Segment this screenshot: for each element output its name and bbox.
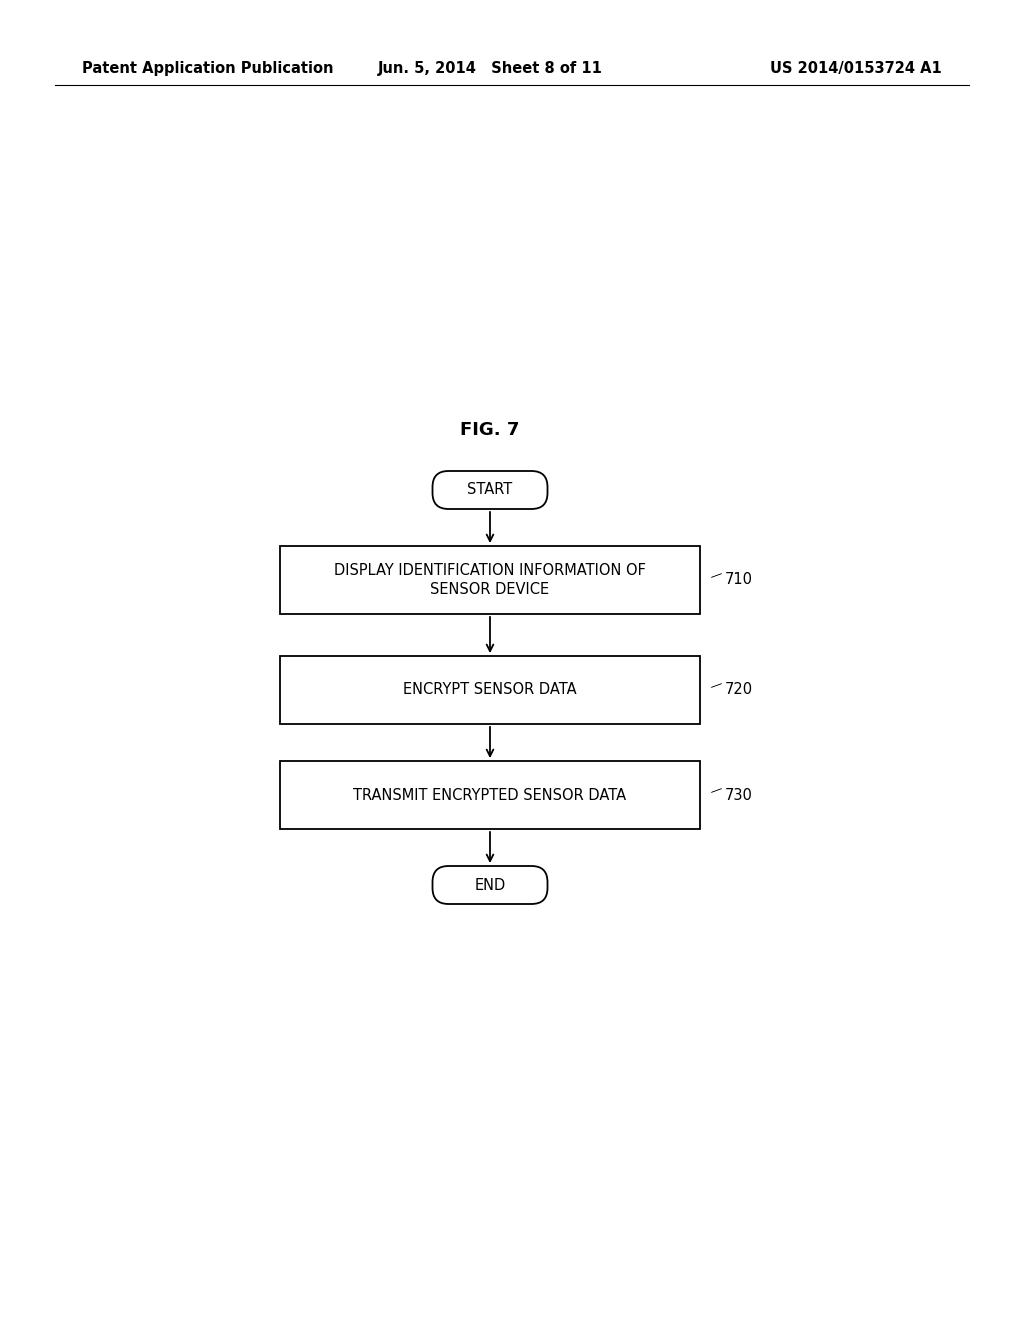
Text: TRANSMIT ENCRYPTED SENSOR DATA: TRANSMIT ENCRYPTED SENSOR DATA <box>353 788 627 803</box>
Text: 710: 710 <box>725 573 753 587</box>
FancyBboxPatch shape <box>280 546 700 614</box>
FancyBboxPatch shape <box>280 656 700 723</box>
FancyBboxPatch shape <box>432 471 548 510</box>
Text: 730: 730 <box>725 788 753 803</box>
FancyBboxPatch shape <box>432 866 548 904</box>
Text: END: END <box>474 878 506 892</box>
Text: —: — <box>708 566 724 583</box>
Text: US 2014/0153724 A1: US 2014/0153724 A1 <box>770 61 942 75</box>
Text: START: START <box>467 483 513 498</box>
FancyBboxPatch shape <box>280 762 700 829</box>
Text: Patent Application Publication: Patent Application Publication <box>82 61 334 75</box>
Text: 720: 720 <box>725 682 753 697</box>
Text: —: — <box>708 781 724 799</box>
Text: —: — <box>708 677 724 693</box>
Text: Jun. 5, 2014   Sheet 8 of 11: Jun. 5, 2014 Sheet 8 of 11 <box>378 61 602 75</box>
Text: FIG. 7: FIG. 7 <box>461 421 520 440</box>
Text: DISPLAY IDENTIFICATION INFORMATION OF
SENSOR DEVICE: DISPLAY IDENTIFICATION INFORMATION OF SE… <box>334 562 646 598</box>
Text: ENCRYPT SENSOR DATA: ENCRYPT SENSOR DATA <box>403 682 577 697</box>
